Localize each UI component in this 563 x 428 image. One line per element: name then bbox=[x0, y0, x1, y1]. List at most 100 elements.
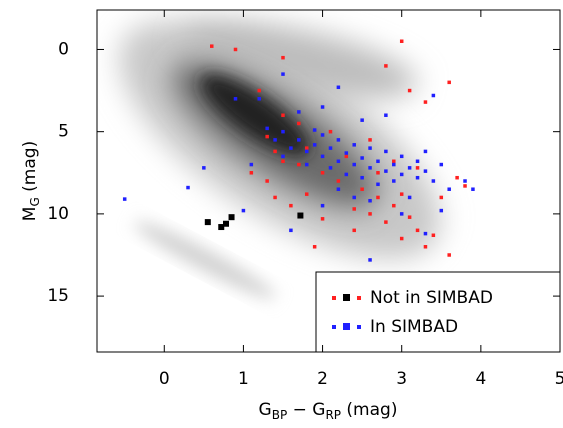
label-part: BP bbox=[272, 408, 287, 422]
point bbox=[352, 143, 356, 147]
x-tick-label: 4 bbox=[475, 369, 486, 389]
point bbox=[352, 207, 356, 211]
point bbox=[223, 220, 230, 227]
point bbox=[423, 245, 428, 249]
point bbox=[320, 154, 325, 159]
point bbox=[265, 126, 269, 131]
point bbox=[399, 172, 404, 177]
point bbox=[407, 166, 412, 170]
point bbox=[423, 100, 428, 104]
point bbox=[336, 138, 341, 142]
point bbox=[439, 208, 444, 213]
point bbox=[233, 47, 238, 52]
point bbox=[423, 169, 428, 173]
point bbox=[415, 175, 420, 180]
background-density bbox=[119, 21, 441, 299]
point bbox=[368, 212, 372, 216]
point bbox=[368, 198, 372, 203]
point bbox=[368, 146, 372, 150]
point bbox=[304, 162, 309, 167]
point bbox=[204, 219, 211, 226]
point bbox=[376, 182, 380, 187]
point bbox=[312, 245, 317, 249]
point bbox=[312, 128, 317, 132]
point bbox=[297, 212, 304, 219]
point bbox=[415, 228, 420, 233]
point bbox=[352, 228, 356, 233]
point bbox=[281, 72, 285, 76]
point bbox=[304, 192, 309, 196]
label-part: RP bbox=[325, 408, 341, 422]
point bbox=[447, 80, 451, 85]
point bbox=[376, 159, 380, 164]
point bbox=[257, 97, 261, 101]
point bbox=[407, 215, 412, 219]
point bbox=[289, 203, 293, 208]
point bbox=[249, 171, 254, 175]
point bbox=[328, 146, 333, 150]
point bbox=[336, 159, 341, 164]
point bbox=[384, 113, 388, 117]
point bbox=[399, 192, 404, 196]
point bbox=[368, 138, 372, 142]
point bbox=[328, 129, 333, 134]
point bbox=[368, 166, 372, 170]
point bbox=[392, 179, 396, 183]
point bbox=[273, 195, 277, 200]
point bbox=[344, 154, 349, 159]
point bbox=[265, 134, 269, 139]
legend-marker bbox=[343, 294, 350, 301]
point bbox=[336, 187, 341, 191]
point bbox=[218, 224, 225, 231]
point bbox=[423, 231, 428, 236]
point bbox=[384, 64, 388, 68]
point bbox=[289, 146, 293, 150]
y-tick-label: 0 bbox=[58, 39, 69, 59]
label-part: (mag) bbox=[341, 400, 397, 420]
point bbox=[447, 187, 451, 191]
point bbox=[392, 159, 396, 164]
point bbox=[304, 146, 309, 150]
point bbox=[320, 133, 325, 137]
point bbox=[463, 184, 467, 188]
point bbox=[122, 197, 127, 201]
legend-marker bbox=[332, 325, 336, 329]
point bbox=[384, 149, 388, 154]
point bbox=[360, 187, 364, 191]
label-part: (mag) bbox=[20, 141, 40, 197]
point bbox=[439, 195, 444, 200]
point bbox=[328, 166, 333, 170]
label-part: − G bbox=[287, 400, 325, 420]
y-tick-label: 15 bbox=[47, 286, 69, 306]
point bbox=[376, 171, 380, 175]
point bbox=[407, 195, 412, 200]
y-axis-label: MG (mag) bbox=[20, 141, 42, 221]
point bbox=[471, 187, 475, 191]
point bbox=[297, 110, 301, 114]
point bbox=[281, 154, 285, 159]
x-tick-label: 0 bbox=[159, 369, 170, 389]
point bbox=[392, 162, 396, 167]
legend-marker bbox=[343, 323, 350, 330]
point bbox=[257, 88, 261, 93]
x-tick-label: 2 bbox=[317, 369, 328, 389]
point bbox=[360, 175, 364, 180]
point bbox=[415, 166, 420, 170]
point bbox=[399, 212, 404, 216]
point bbox=[249, 162, 254, 167]
point bbox=[273, 149, 277, 154]
point bbox=[320, 217, 325, 221]
legend-label: Not in SIMBAD bbox=[370, 288, 493, 308]
point bbox=[447, 253, 451, 257]
point bbox=[423, 149, 428, 154]
point bbox=[281, 159, 285, 164]
legend-marker bbox=[332, 296, 336, 300]
x-tick-label: 3 bbox=[396, 369, 407, 389]
point bbox=[360, 156, 364, 160]
label-part: M bbox=[20, 207, 40, 222]
point bbox=[399, 154, 404, 159]
point bbox=[415, 159, 420, 164]
x-tick-label: 5 bbox=[555, 369, 563, 389]
legend-label: In SIMBAD bbox=[370, 317, 458, 337]
